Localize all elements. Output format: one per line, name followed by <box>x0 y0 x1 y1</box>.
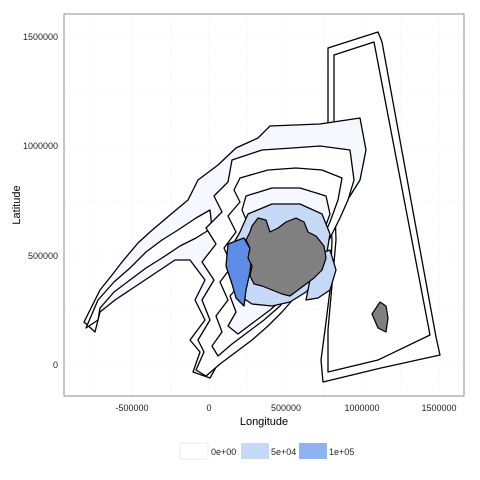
legend-swatch-2 <box>299 443 327 459</box>
legend-swatch-1 <box>241 443 269 459</box>
legend-swatch-0 <box>179 442 209 460</box>
land-faroe <box>371 301 389 333</box>
x-axis-title: Longitude <box>240 416 288 428</box>
land-iceland <box>245 217 327 297</box>
x-tick-label: 1000000 <box>344 403 379 413</box>
y-tick-label: 1000000 <box>23 141 58 151</box>
legend: 0e+00 5e+04 1e+05 <box>179 442 354 460</box>
y-axis-title: Latitude <box>11 185 23 224</box>
y-tick-label: 0 <box>53 360 58 370</box>
x-tick-label: -500000 <box>115 403 148 413</box>
y-tick-label: 500000 <box>28 251 58 261</box>
legend-label-0: 0e+00 <box>211 447 236 457</box>
x-tick-label: 1500000 <box>421 403 456 413</box>
panel-border <box>63 13 465 397</box>
y-tick-label: 1500000 <box>23 32 58 42</box>
x-tick-label: 500000 <box>271 403 301 413</box>
legend-label-1: 5e+04 <box>271 447 296 457</box>
legend-label-2: 1e+05 <box>329 447 354 457</box>
x-tick-label: 0 <box>206 403 211 413</box>
x-axis: -500000 0 500000 1000000 1500000 <box>115 403 456 413</box>
y-axis: 1500000 1000000 500000 0 <box>23 32 58 370</box>
land-layer <box>245 217 389 333</box>
